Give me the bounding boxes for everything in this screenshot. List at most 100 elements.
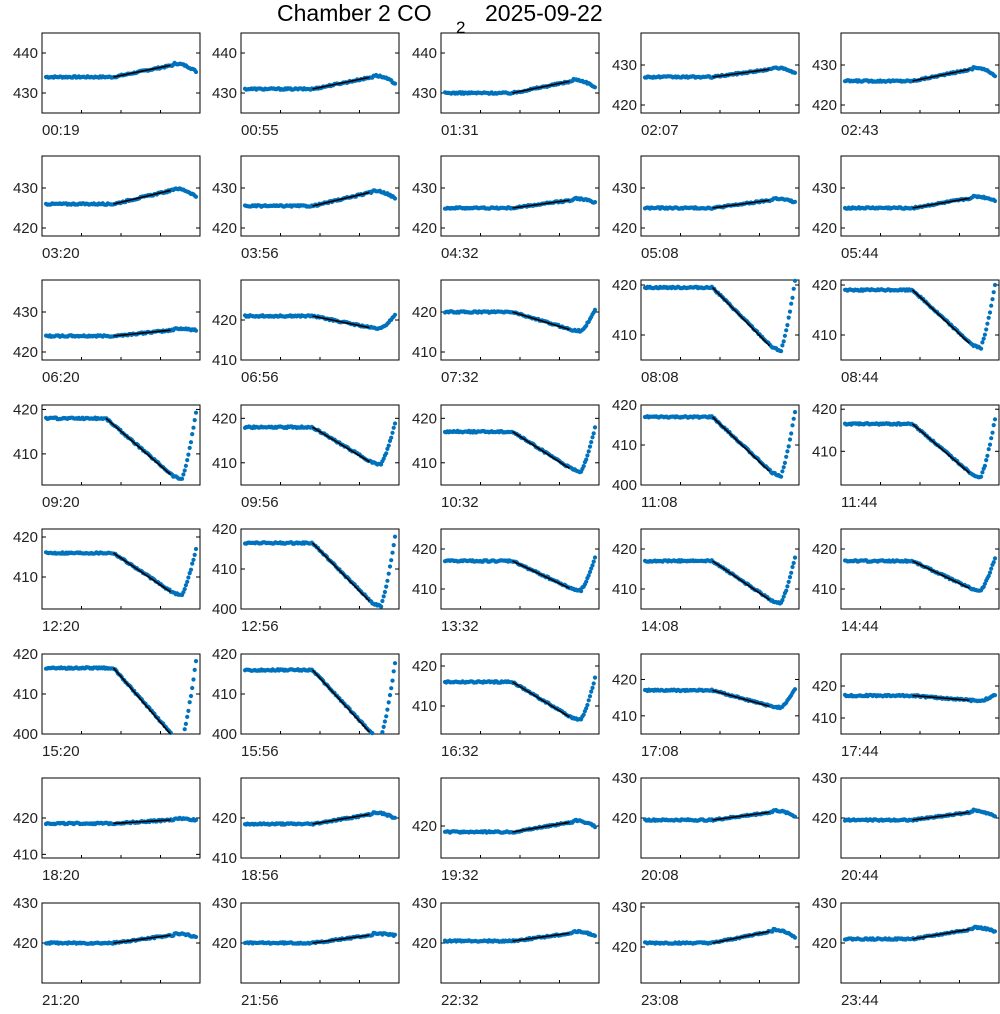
data-point <box>781 465 786 470</box>
y-tick-label: 420 <box>412 818 437 835</box>
y-tick-label: 410 <box>212 686 237 703</box>
data-point <box>989 303 994 308</box>
data-points <box>642 196 798 211</box>
y-tick-label: 420 <box>612 541 637 558</box>
data-point <box>381 724 386 730</box>
panel-time-label: 18:20 <box>42 867 80 884</box>
y-tick-label: 440 <box>412 45 437 62</box>
linear-fit-line <box>312 426 370 463</box>
linear-fit-line <box>311 542 371 602</box>
data-point <box>781 594 786 599</box>
panel-axes-box <box>240 404 400 486</box>
data-points <box>43 186 199 207</box>
data-point <box>986 573 991 579</box>
linear-fit-line <box>712 560 770 601</box>
linear-fit-line <box>512 821 570 833</box>
data-point <box>986 315 991 320</box>
panel-time-label: 05:44 <box>841 245 879 262</box>
data-point <box>792 199 798 204</box>
data-point <box>586 449 591 454</box>
data-point <box>592 825 598 830</box>
linear-fit-line <box>712 689 770 708</box>
y-tick-label: 410 <box>412 698 437 715</box>
data-points <box>842 193 998 211</box>
data-point <box>792 814 798 819</box>
data-point <box>392 932 398 937</box>
data-point <box>589 689 594 694</box>
panel-axes-box <box>840 32 1000 114</box>
data-point <box>387 438 393 443</box>
data-point <box>980 340 985 345</box>
panel-axes-box <box>240 32 400 114</box>
figure-title-main: Chamber 2 CO <box>277 0 432 26</box>
panel-time-label: 17:08 <box>641 743 679 760</box>
y-tick-label: 420 <box>812 220 837 237</box>
linear-fit-line <box>912 197 970 209</box>
data-point <box>591 559 596 564</box>
data-point <box>790 423 795 428</box>
data-point <box>392 312 398 317</box>
data-point <box>982 332 988 337</box>
y-tick-label: 430 <box>212 895 237 912</box>
data-points <box>43 410 199 481</box>
data-point <box>989 566 994 571</box>
data-point <box>392 661 398 666</box>
panel-time-label: 15:56 <box>241 743 279 760</box>
panel-time-label: 16:32 <box>441 743 479 760</box>
panel-time-label: 19:32 <box>441 867 479 884</box>
data-point <box>592 307 598 312</box>
y-tick-label: 420 <box>812 541 837 558</box>
data-point <box>183 463 188 468</box>
data-point <box>379 462 384 467</box>
data-point <box>587 694 593 699</box>
data-point <box>787 575 793 580</box>
data-point <box>786 579 791 585</box>
data-points <box>242 661 398 736</box>
y-tick-label: 430 <box>412 180 437 197</box>
data-points <box>442 76 598 96</box>
data-point <box>186 708 191 714</box>
data-points <box>442 928 598 944</box>
data-point <box>182 468 187 473</box>
data-point <box>585 702 590 708</box>
data-point <box>389 435 394 440</box>
data-point <box>190 561 195 566</box>
data-points <box>842 692 998 704</box>
linear-fit-line <box>105 417 172 475</box>
data-point <box>387 693 393 698</box>
y-tick-label: 420 <box>13 401 38 418</box>
data-point <box>791 286 796 291</box>
data-point <box>193 69 199 75</box>
y-tick-label: 440 <box>13 45 38 62</box>
panel-axes-box <box>440 404 600 486</box>
data-point <box>592 85 598 90</box>
panel-time-label: 22:32 <box>441 992 479 1009</box>
linear-fit-line <box>112 667 172 735</box>
data-point <box>386 443 391 448</box>
data-point <box>589 440 594 445</box>
linear-fit-line <box>712 199 770 209</box>
y-tick-label: 420 <box>212 312 237 329</box>
data-point <box>590 435 595 440</box>
data-points <box>842 65 998 84</box>
data-points <box>242 312 398 331</box>
y-tick-label: 410 <box>13 686 38 703</box>
data-points <box>43 815 199 827</box>
linear-fit-line <box>113 189 171 205</box>
linear-fit-line <box>113 329 171 337</box>
data-point <box>980 470 985 475</box>
data-point <box>389 686 394 691</box>
data-point <box>587 444 593 449</box>
y-tick-label: 400 <box>612 477 637 494</box>
y-tick-label: 410 <box>612 581 637 598</box>
data-point <box>984 458 989 463</box>
panel-time-label: 00:55 <box>241 122 279 139</box>
data-point <box>183 721 188 727</box>
panel-time-label: 15:20 <box>42 743 80 760</box>
y-tick-label: 430 <box>412 895 437 912</box>
y-tick-label: 420 <box>13 344 38 361</box>
